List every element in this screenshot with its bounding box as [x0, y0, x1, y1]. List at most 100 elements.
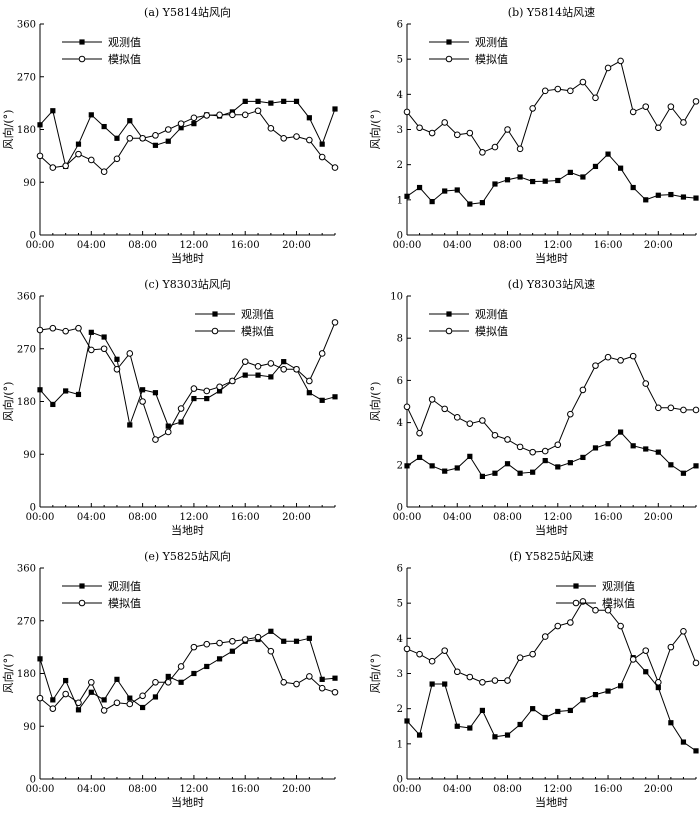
data-point-simulated	[642, 647, 650, 654]
data-point-observed	[454, 723, 460, 729]
data-point-simulated	[100, 168, 108, 175]
data-point-observed	[416, 184, 423, 191]
data-point-observed	[555, 708, 561, 715]
x-tick-label: 16:00	[231, 240, 260, 251]
data-point-simulated	[680, 406, 687, 414]
data-point-observed	[693, 463, 699, 469]
data-point-observed	[630, 184, 636, 191]
series-line-1	[406, 355, 696, 453]
x-tick-label: 08:00	[128, 240, 157, 251]
legend-label: 模拟值	[241, 324, 274, 338]
data-point-simulated	[617, 57, 624, 65]
x-tick-label: 16:00	[594, 240, 623, 251]
series-line-0	[39, 630, 336, 711]
y-axis-label: 风向/(°)	[368, 110, 382, 150]
x-tick-label: 16:00	[594, 784, 623, 795]
chart-panel-1: (b) Y5814站风速 0 1 2 3 4 5 6 00:00 04:00 08:00 12:00 1…	[368, 5, 700, 265]
y-tick-label: 2	[397, 460, 403, 471]
legend-label: 观测值	[108, 580, 141, 593]
data-point-observed	[567, 169, 573, 176]
chart-title: (f) Y5825站风速	[509, 549, 593, 563]
x-axis-label: 当地时	[535, 251, 568, 265]
data-point-simulated	[318, 684, 326, 692]
data-point-simulated	[100, 707, 108, 714]
data-point-observed	[127, 695, 133, 701]
data-point-observed	[306, 390, 312, 396]
data-point-observed	[191, 670, 197, 677]
data-point-observed	[618, 429, 624, 435]
data-point-simulated	[667, 404, 675, 412]
data-point-observed	[319, 141, 325, 147]
data-point-simulated	[529, 105, 536, 112]
data-point-observed	[306, 635, 312, 641]
data-point-observed	[268, 100, 274, 106]
data-point-simulated	[254, 107, 262, 115]
data-point-simulated	[491, 677, 499, 684]
x-tick-label: 20:00	[644, 240, 673, 251]
data-point-simulated	[331, 164, 339, 171]
chart-panel-0: (a) Y5814站风向 0 90 180 270 360 00:00 04:00 08:00 1…	[1, 5, 339, 265]
data-point-observed	[680, 470, 687, 476]
series-line-1	[406, 60, 697, 154]
data-point-observed	[165, 673, 171, 680]
data-point-simulated	[216, 111, 223, 119]
data-point-observed	[592, 163, 599, 170]
data-point-simulated	[516, 145, 524, 153]
data-point-simulated	[306, 673, 313, 680]
data-point-simulated	[75, 699, 82, 707]
data-point-simulated	[453, 414, 461, 421]
data-point-observed	[605, 151, 611, 157]
x-tick-label: 16:00	[231, 512, 260, 523]
data-point-simulated	[164, 678, 172, 686]
data-point-observed	[530, 706, 536, 712]
y-tick-label: 180	[17, 125, 36, 136]
data-point-simulated	[254, 363, 262, 370]
data-point-simulated	[293, 365, 300, 373]
data-point-simulated	[36, 694, 44, 702]
data-point-observed	[101, 697, 107, 703]
data-point-simulated	[49, 324, 57, 332]
data-point-simulated	[416, 124, 423, 132]
data-point-simulated	[280, 134, 287, 142]
data-point-simulated	[152, 678, 159, 686]
data-point-simulated	[331, 319, 339, 326]
data-point-simulated	[416, 429, 423, 437]
data-point-observed	[140, 387, 146, 393]
data-point-observed	[492, 181, 498, 187]
data-point-observed	[37, 656, 43, 662]
y-tick-label: 3	[397, 125, 403, 136]
data-point-simulated	[267, 360, 275, 367]
data-point-simulated	[629, 352, 637, 360]
data-point-observed	[204, 395, 210, 402]
x-tick-label: 20:00	[282, 784, 311, 795]
data-point-observed	[643, 446, 649, 452]
y-tick-label: 270	[17, 344, 36, 355]
data-point-observed	[332, 394, 338, 400]
data-point-observed	[404, 193, 410, 199]
x-tick-label: 12:00	[543, 512, 572, 523]
data-point-simulated	[280, 365, 287, 373]
data-point-observed	[127, 422, 133, 428]
y-tick-label: 0	[397, 775, 403, 786]
chart-title: (a) Y5814站风向	[144, 5, 231, 19]
data-point-simulated	[164, 126, 172, 133]
data-point-observed	[643, 197, 649, 203]
data-point-observed	[605, 441, 611, 447]
data-point-observed	[165, 138, 171, 144]
data-point-simulated	[190, 385, 198, 392]
data-point-simulated	[466, 129, 474, 137]
data-point-simulated	[152, 132, 159, 139]
data-point-simulated	[604, 353, 612, 361]
data-point-simulated	[331, 688, 339, 696]
data-point-simulated	[479, 149, 486, 156]
legend-marker-square	[446, 311, 452, 317]
data-point-observed	[580, 174, 586, 180]
data-point-simulated	[203, 387, 211, 395]
data-point-observed	[504, 732, 511, 738]
legend-marker-square	[212, 311, 218, 317]
data-point-observed	[63, 677, 69, 684]
series-line-1	[39, 110, 336, 173]
data-point-simulated	[504, 677, 511, 684]
x-tick-label: 00:00	[393, 240, 422, 251]
data-point-observed	[242, 372, 248, 378]
